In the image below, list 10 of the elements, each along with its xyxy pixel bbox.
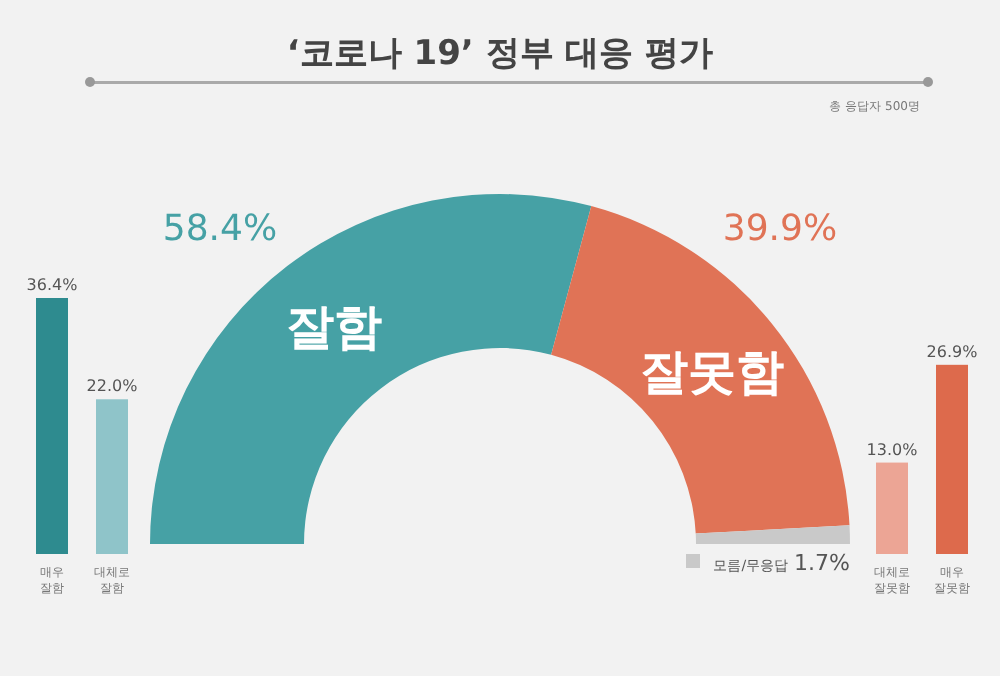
data-label: 58.4% (162, 208, 278, 250)
data-label: 1.7% (794, 550, 850, 576)
slice-label: 잘함 (286, 299, 383, 356)
data-label: 39.9% (722, 208, 838, 250)
data-label: 13.0% (866, 440, 919, 459)
data-label: 26.9% (926, 342, 979, 361)
chart-title: ‘코로나 19’ 정부 대응 평가 (286, 34, 714, 74)
data-label: 36.4% (26, 276, 79, 294)
slice-label: 잘못함 (640, 344, 785, 401)
data-label: 22.0% (86, 377, 139, 396)
